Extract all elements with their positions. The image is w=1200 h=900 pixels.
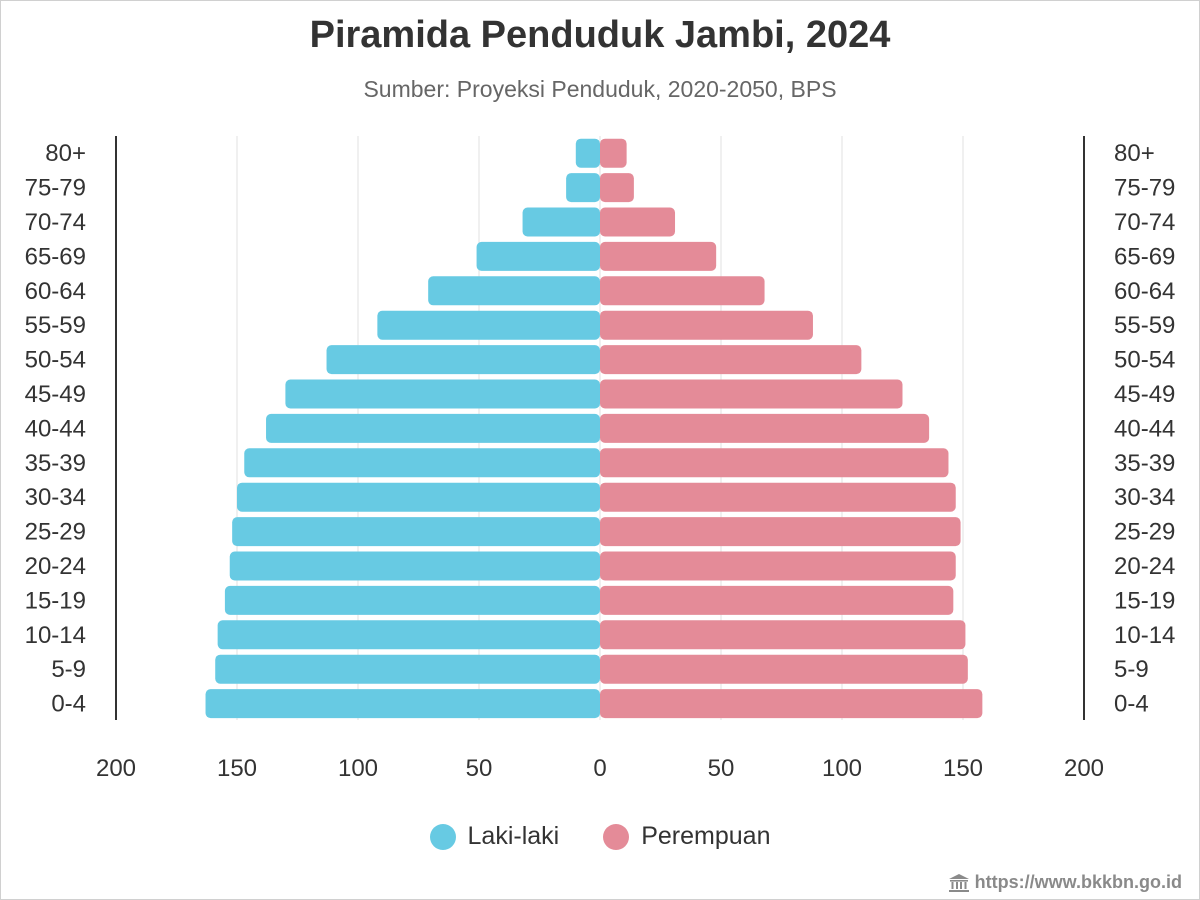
bar-male-20-24 [229, 551, 601, 581]
category-label-right: 30-34 [1114, 484, 1175, 511]
category-label-right: 60-64 [1114, 278, 1175, 305]
category-label-left: 0-4 [51, 691, 86, 718]
bar-male-80+ [575, 138, 600, 168]
bar-male-35-39 [244, 448, 600, 478]
bar-male-0-4 [205, 689, 601, 719]
bar-female-45-49 [600, 379, 903, 409]
category-label-right: 50-54 [1114, 347, 1175, 374]
category-label-right: 35-39 [1114, 450, 1175, 477]
legend-label-female: Perempuan [641, 822, 771, 850]
legend-dot-female [603, 823, 630, 850]
bar-male-70-74 [522, 207, 600, 237]
bar-male-75-79 [566, 173, 600, 203]
category-label-left: 60-64 [25, 278, 86, 305]
bar-male-15-19 [224, 585, 600, 615]
x-tick-label: 50 [708, 755, 735, 782]
category-label-left: 35-39 [25, 450, 86, 477]
bar-female-35-39 [600, 448, 949, 478]
bar-male-50-54 [326, 345, 600, 375]
x-tick-label: 50 [466, 755, 493, 782]
institution-building-icon [948, 873, 969, 892]
category-label-right: 40-44 [1114, 415, 1175, 442]
x-tick-label: 0 [593, 755, 606, 782]
x-tick-label: 150 [943, 755, 983, 782]
bar-male-45-49 [285, 379, 600, 409]
category-label-left: 50-54 [25, 347, 86, 374]
legend-item-female[interactable]: Perempuan [603, 822, 770, 851]
chart-legend: Laki-laki Perempuan [0, 822, 1200, 851]
x-tick-label: 200 [96, 755, 136, 782]
bar-male-65-69 [476, 241, 600, 271]
chart-title: Piramida Penduduk Jambi, 2024 [309, 14, 891, 56]
category-label-left: 20-24 [25, 553, 86, 580]
category-label-left: 65-69 [25, 243, 86, 270]
bar-female-65-69 [600, 241, 717, 271]
bar-female-60-64 [600, 276, 765, 306]
bar-female-20-24 [600, 551, 956, 581]
x-tick-label: 150 [217, 755, 257, 782]
bar-male-10-14 [217, 620, 600, 650]
category-label-left: 55-59 [25, 312, 86, 339]
category-label-right: 15-19 [1114, 587, 1175, 614]
category-label-right: 5-9 [1114, 656, 1149, 683]
chart-subtitle: Sumber: Proyeksi Penduduk, 2020-2050, BP… [363, 76, 837, 102]
legend-dot-male [429, 823, 456, 850]
category-label-right: 25-29 [1114, 519, 1175, 546]
legend-label-male: Laki-laki [467, 822, 560, 850]
category-label-left: 70-74 [25, 209, 86, 236]
category-label-right: 10-14 [1114, 622, 1175, 649]
bar-male-40-44 [266, 413, 600, 443]
bar-male-25-29 [232, 517, 600, 547]
bar-female-25-29 [600, 517, 961, 547]
category-label-right: 0-4 [1114, 691, 1149, 718]
source-credit-text: https://www.bkkbn.go.id [974, 872, 1182, 892]
bar-female-55-59 [600, 310, 813, 340]
category-label-right: 65-69 [1114, 243, 1175, 270]
category-label-right: 55-59 [1114, 312, 1175, 339]
bar-female-10-14 [600, 620, 966, 650]
x-tick-label: 200 [1064, 755, 1104, 782]
bar-female-0-4 [600, 689, 983, 719]
category-label-left: 10-14 [25, 622, 86, 649]
category-label-right: 20-24 [1114, 553, 1175, 580]
bar-female-70-74 [600, 207, 676, 237]
bar-male-55-59 [377, 310, 600, 340]
x-tick-label: 100 [822, 755, 862, 782]
category-label-left: 5-9 [51, 656, 86, 683]
bar-female-80+ [600, 138, 627, 168]
bar-female-40-44 [600, 413, 930, 443]
category-label-left: 15-19 [25, 587, 86, 614]
category-label-right: 80+ [1114, 140, 1155, 167]
bar-male-60-64 [428, 276, 600, 306]
category-label-left: 75-79 [25, 175, 86, 202]
x-tick-label: 100 [338, 755, 378, 782]
bar-female-50-54 [600, 345, 862, 375]
legend-item-male[interactable]: Laki-laki [429, 822, 560, 851]
category-label-left: 30-34 [25, 484, 86, 511]
category-label-right: 45-49 [1114, 381, 1175, 408]
bar-female-75-79 [600, 173, 634, 203]
category-label-left: 40-44 [25, 415, 86, 442]
category-label-right: 75-79 [1114, 175, 1175, 202]
bar-female-30-34 [600, 482, 956, 512]
category-label-left: 25-29 [25, 519, 86, 546]
bar-female-5-9 [600, 654, 968, 684]
source-credit[interactable]: https://www.bkkbn.go.id [948, 872, 1182, 893]
bar-male-5-9 [215, 654, 600, 684]
bar-female-15-19 [600, 585, 954, 615]
category-label-right: 70-74 [1114, 209, 1175, 236]
category-label-left: 80+ [45, 140, 86, 167]
category-label-left: 45-49 [25, 381, 86, 408]
bar-male-30-34 [237, 482, 600, 512]
